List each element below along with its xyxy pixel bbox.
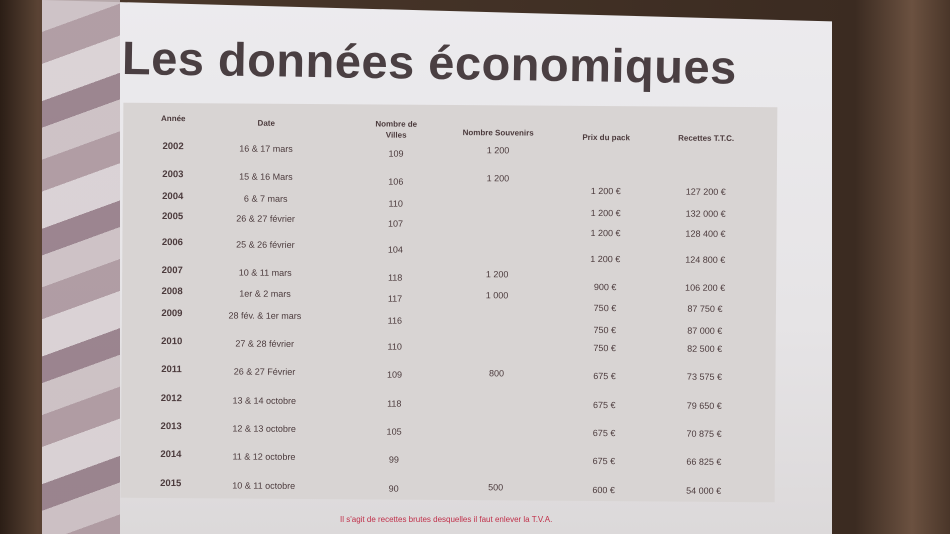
header-souvenirs: Nombre Souvenirs — [462, 128, 534, 138]
cell-date: 10 & 11 octobre — [232, 480, 296, 491]
header-pack-price: Prix du pack — [582, 132, 630, 143]
cell-revenue: 87 000 € — [687, 325, 723, 336]
cell-cities: 116 — [387, 315, 403, 326]
cell-revenue: 66 825 € — [686, 456, 722, 467]
cell-revenue: 82 500 € — [687, 343, 723, 354]
cell-cities: 106 — [388, 176, 404, 187]
cell-souvenirs — [442, 312, 552, 313]
cell-revenue: 70 875 € — [686, 428, 722, 439]
cell-cities: 104 — [387, 244, 403, 255]
cell-date: 11 & 12 octobre — [232, 451, 296, 462]
cell-cities: 99 — [388, 454, 399, 465]
cell-cities: 90 — [388, 483, 399, 494]
cell-pack-price: 750 € — [593, 343, 616, 354]
cell-pack-price — [551, 158, 661, 159]
cell-date: 15 & 16 Mars — [239, 171, 293, 182]
cell-souvenirs: 1 000 — [485, 290, 509, 301]
cell-date: 16 & 17 mars — [239, 143, 293, 154]
cell-souvenirs — [443, 195, 553, 196]
economic-data-table: Année Date Nombre de Villes Nombre Souvenir… — [120, 102, 778, 503]
cell-pack-price: 675 € — [592, 456, 616, 467]
header-date: Date — [257, 118, 275, 128]
cell-date: 10 & 11 mars — [238, 267, 292, 278]
cell-revenue: 124 800 € — [685, 254, 726, 265]
cell-cities: 109 — [386, 369, 403, 380]
cell-cities: 109 — [388, 148, 404, 159]
cell-souvenirs — [442, 241, 552, 242]
cell-revenue: 128 400 € — [685, 228, 726, 239]
cell-revenue: 79 650 € — [686, 400, 722, 411]
cell-cities: 110 — [388, 198, 403, 209]
cell-revenue: 127 200 € — [685, 186, 726, 197]
cell-date: 13 & 14 octobre — [232, 395, 297, 406]
cell-pack-price: 750 € — [593, 325, 617, 336]
cell-cities: 105 — [386, 426, 402, 437]
cell-pack-price: 1 200 € — [590, 207, 621, 219]
cell-date: 12 & 13 octobre — [232, 423, 296, 434]
cell-cities: 117 — [387, 293, 403, 304]
cell-pack-price: 1 200 € — [590, 253, 621, 265]
cell-date: 28 fév. & 1er mars — [228, 310, 302, 321]
cell-souvenirs: 500 — [488, 482, 504, 493]
header-revenue: Recettes T.T.C. — [678, 133, 735, 143]
cell-revenue: 73 575 € — [686, 371, 723, 382]
slide-title: Les données économiques — [121, 31, 738, 94]
cell-pack-price: 675 € — [593, 371, 616, 382]
cell-souvenirs: 1 200 — [486, 145, 510, 156]
cell-pack-price: 675 € — [592, 428, 616, 439]
cell-souvenirs: 800 — [488, 368, 505, 379]
cell-pack-price: 900 € — [593, 282, 617, 293]
cell-date: 1er & 2 mars — [239, 288, 291, 299]
cell-souvenirs: 1 200 — [486, 173, 510, 184]
cell-pack-price: 750 € — [593, 303, 617, 314]
cell-revenue: 54 000 € — [686, 485, 722, 496]
cell-date: 26 & 27 Février — [233, 366, 296, 377]
stamp-collage-image — [42, 0, 120, 534]
cell-revenue — [651, 158, 761, 159]
cell-souvenirs — [443, 215, 553, 216]
footnote: Il s'agit de recettes brutes desquelles … — [340, 515, 553, 524]
cell-souvenirs — [441, 397, 551, 398]
cell-pack-price: 1 200 € — [590, 227, 621, 239]
cell-souvenirs: 1 200 — [485, 269, 509, 280]
cell-pack-price: 675 € — [592, 400, 616, 411]
cell-revenue: 106 200 € — [685, 282, 726, 293]
cell-date: 6 & 7 mars — [243, 193, 288, 204]
cell-revenue: 132 000 € — [685, 208, 726, 219]
cell-souvenirs — [441, 425, 551, 426]
cell-cities: 107 — [387, 218, 404, 229]
cell-date: 27 & 28 février — [235, 338, 295, 349]
cell-cities: 118 — [387, 272, 403, 283]
cell-cities: 118 — [387, 398, 402, 409]
cell-pack-price: 1 200 € — [590, 185, 621, 197]
cell-date: 25 & 26 février — [236, 239, 295, 250]
cell-cities: 110 — [387, 341, 402, 352]
header-cities: Nombre de Villes — [375, 119, 418, 140]
cell-date: 26 & 27 février — [236, 213, 295, 224]
cell-pack-price: 600 € — [592, 485, 615, 496]
cell-revenue: 87 750 € — [687, 303, 723, 314]
cell-souvenirs — [442, 340, 552, 341]
cell-souvenirs — [441, 453, 551, 454]
